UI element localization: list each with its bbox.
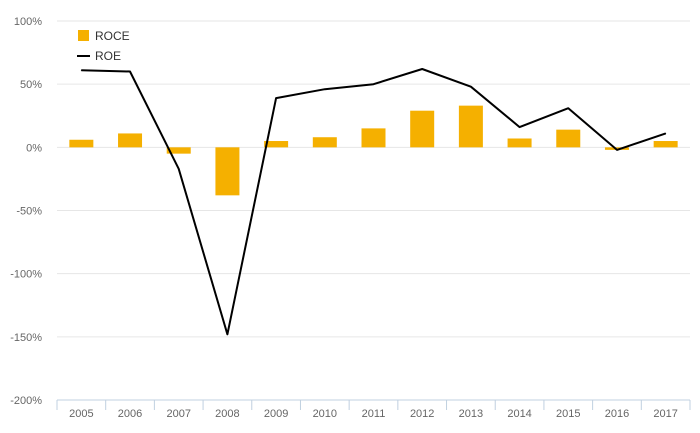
x-tick-label: 2016: [605, 408, 629, 420]
roce-bar-2015: [556, 129, 581, 148]
roce-bar-2007: [166, 147, 191, 154]
y-tick-label: 50%: [20, 79, 42, 91]
x-tick-label: 2012: [410, 408, 434, 420]
y-tick-label: -150%: [10, 332, 42, 344]
x-tick-label: 2008: [215, 408, 239, 420]
y-tick-label: -200%: [10, 395, 42, 407]
y-tick-label: 100%: [14, 16, 42, 28]
roce-bar-2009: [264, 141, 289, 148]
y-tick-label: -100%: [10, 269, 42, 281]
roce-bar-2017: [653, 141, 678, 148]
roce-bar-2011: [361, 128, 386, 148]
x-tick-label: 2010: [313, 408, 337, 420]
roe-point-2007: [178, 168, 180, 170]
legend-label-roce: ROCE: [95, 29, 130, 43]
legend: ROCE ROE: [77, 29, 130, 63]
roe-point-2017: [665, 132, 667, 134]
x-tick-label: 2014: [507, 408, 531, 420]
roce-bar-2010: [312, 137, 337, 148]
legend-label-roe: ROE: [95, 49, 121, 63]
y-tick-label: -50%: [16, 206, 42, 218]
roe-point-2008: [226, 333, 228, 335]
roe-point-2012: [421, 68, 423, 70]
roe-point-2009: [275, 97, 277, 99]
x-tick-label: 2017: [653, 408, 677, 420]
roe-point-2011: [373, 83, 374, 85]
roce-bar-2013: [458, 105, 483, 148]
x-tick-label: 2015: [556, 408, 580, 420]
x-tick-label: 2013: [459, 408, 483, 420]
x-tick-label: 2006: [118, 408, 142, 420]
x-tick-label: 2011: [362, 408, 386, 420]
x-tick-label: 2009: [264, 408, 288, 420]
roe-point-2010: [324, 88, 326, 90]
roce-bar-2008: [215, 147, 240, 196]
roe-point-2016: [616, 149, 618, 151]
x-axis: 2005 2006 2007 2008 2009 2010 2011 2012 2013 2014…: [56, 399, 691, 420]
x-tick-label: 2005: [69, 408, 93, 420]
roce-bar-2012: [410, 110, 435, 148]
roce-bar-2006: [118, 133, 143, 148]
gridlines: [57, 20, 690, 338]
roe-point-2014: [519, 126, 521, 128]
roe-point-2006: [129, 71, 131, 73]
roe-point-2005: [80, 69, 82, 71]
roce-bars: [69, 105, 678, 196]
roce-bar-2005: [69, 139, 94, 148]
y-tick-label: 0%: [26, 142, 42, 154]
y-axis-labels: 100% 50% 0% -50% -100% -150% -200%: [10, 16, 42, 407]
x-tick-label: 2007: [166, 408, 190, 420]
roce-bar-2014: [507, 138, 532, 148]
roe-line-layer: [80, 68, 667, 336]
legend-swatch-roce: [78, 30, 89, 41]
roe-point-2013: [470, 86, 472, 88]
roe-line: [81, 68, 667, 336]
roe-point-2015: [567, 107, 569, 109]
